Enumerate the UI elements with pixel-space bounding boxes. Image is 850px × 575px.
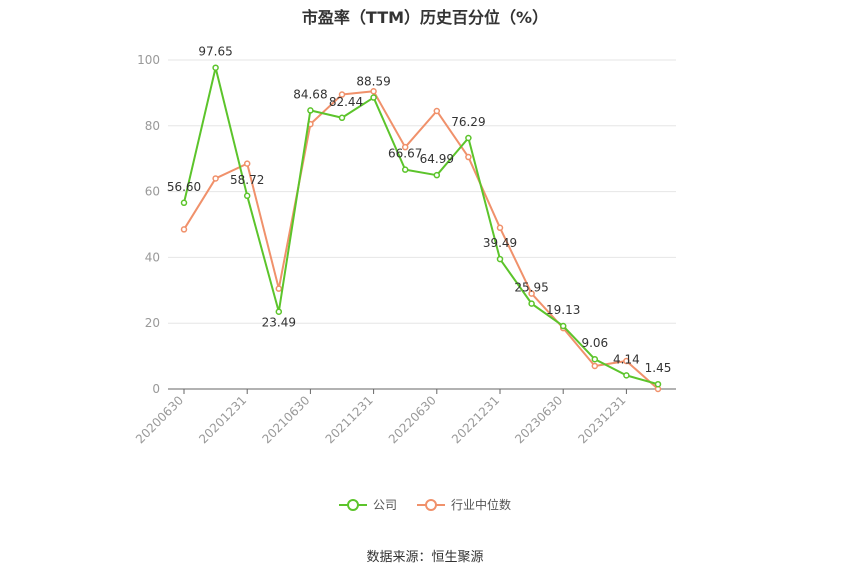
data-source: 数据来源：恒生聚源 bbox=[366, 550, 484, 565]
data-point-1 bbox=[370, 88, 377, 95]
data-point-0 bbox=[591, 355, 599, 363]
data-point-1 bbox=[623, 357, 630, 365]
data-point-1 bbox=[591, 362, 599, 370]
data-label: 19.13 bbox=[546, 303, 580, 317]
x-axis: 20200630 20201231 20210630 20211231 20220630… bbox=[133, 388, 676, 446]
data-point-1 bbox=[243, 160, 251, 167]
data-point-0 bbox=[370, 94, 377, 101]
x-tick-label: 20231231 bbox=[575, 393, 628, 446]
y-tick-label: 80 bbox=[145, 119, 160, 133]
data-point-0 bbox=[433, 171, 441, 179]
data-point-0 bbox=[212, 64, 219, 71]
data-label: 66.67 bbox=[388, 147, 422, 161]
data-point-0 bbox=[180, 199, 188, 207]
data-point-0 bbox=[528, 300, 535, 307]
series-layer bbox=[180, 64, 662, 393]
data-label: 9.06 bbox=[581, 336, 608, 350]
data-point-0 bbox=[465, 134, 472, 142]
x-tick-label: 20201231 bbox=[196, 393, 249, 446]
data-point-0 bbox=[401, 166, 409, 173]
series-line-0 bbox=[183, 66, 659, 386]
data-label: 23.49 bbox=[262, 316, 296, 330]
legend-item-company[interactable]: 公司 bbox=[338, 496, 397, 513]
data-label: 58.72 bbox=[230, 173, 264, 187]
data-point-1 bbox=[496, 224, 504, 232]
data-point-1 bbox=[180, 226, 188, 233]
x-tick-label: 20200630 bbox=[133, 393, 186, 446]
y-tick-label: 40 bbox=[145, 250, 160, 264]
data-label: 84.68 bbox=[293, 87, 327, 101]
legend-company-swatch-icon bbox=[338, 498, 367, 511]
legend-industry-label: 行业中位数 bbox=[451, 498, 512, 512]
data-label: 97.65 bbox=[198, 45, 232, 59]
x-tick-label: 20220630 bbox=[386, 393, 439, 446]
data-point-0 bbox=[243, 192, 251, 200]
y-tick-label: 100 bbox=[137, 53, 160, 67]
series-line-1 bbox=[183, 90, 659, 390]
x-tick-label: 20230630 bbox=[512, 393, 565, 446]
data-point-1 bbox=[528, 290, 535, 297]
x-tick-label: 20211231 bbox=[323, 393, 376, 446]
data-point-0 bbox=[654, 380, 662, 388]
data-label: 64.99 bbox=[420, 152, 454, 166]
legend-company-label: 公司 bbox=[372, 498, 397, 512]
data-point-0 bbox=[623, 372, 630, 379]
legend-industry-swatch-icon bbox=[417, 498, 445, 511]
data-point-0 bbox=[275, 308, 283, 315]
y-tick-label: 60 bbox=[145, 185, 160, 199]
data-point-1 bbox=[401, 143, 409, 151]
data-point-0 bbox=[338, 114, 346, 122]
y-tick-label: 20 bbox=[145, 316, 160, 330]
grid-layer bbox=[168, 59, 676, 324]
data-label: 56.60 bbox=[167, 180, 201, 194]
data-point-1 bbox=[465, 153, 472, 161]
data-point-1 bbox=[433, 107, 441, 115]
data-label: 4.14 bbox=[613, 352, 640, 366]
data-label: 1.45 bbox=[645, 361, 672, 375]
data-point-1 bbox=[275, 285, 283, 292]
legend-item-industry[interactable]: 行业中位数 bbox=[417, 496, 511, 513]
data-label: 39.49 bbox=[483, 236, 517, 250]
data-point-1 bbox=[338, 91, 346, 98]
legend: 公司 行业中位数 bbox=[0, 496, 850, 513]
data-point-0 bbox=[559, 322, 567, 330]
data-label: 25.95 bbox=[514, 281, 548, 295]
data-label: 82.44 bbox=[329, 95, 363, 109]
data-point-0 bbox=[496, 255, 504, 263]
data-point-0 bbox=[307, 107, 314, 114]
x-tick-label: 20221231 bbox=[449, 393, 502, 446]
data-point-1 bbox=[212, 175, 219, 182]
chart-title: 市盈率（TTM）历史百分位（%） bbox=[301, 8, 549, 27]
x-tick-label: 20210630 bbox=[259, 393, 312, 446]
data-label: 76.29 bbox=[451, 115, 485, 129]
y-tick-label: 0 bbox=[152, 382, 160, 396]
y-axis: 0 20 40 60 80 100 bbox=[137, 53, 160, 396]
data-label: 88.59 bbox=[356, 75, 390, 89]
